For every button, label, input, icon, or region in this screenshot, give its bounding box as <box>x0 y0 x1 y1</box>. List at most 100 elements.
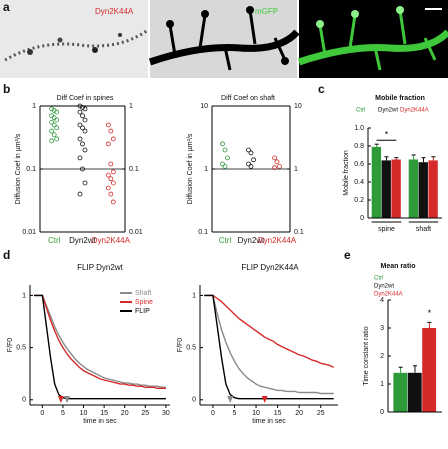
data-point <box>277 163 282 169</box>
data-point <box>251 157 256 163</box>
y-tick-label: 0.5 <box>186 344 196 351</box>
x-tick-label: 25 <box>317 410 325 417</box>
data-point <box>108 161 114 167</box>
x-tick-label: 20 <box>295 410 303 417</box>
bar <box>422 328 437 412</box>
x-tick-label: shaft <box>416 226 431 233</box>
y-tick-label: 0.4 <box>354 179 364 186</box>
data-point <box>248 150 254 156</box>
data-point <box>77 109 83 115</box>
data-point <box>110 199 116 205</box>
data-point <box>225 155 230 161</box>
x-tick-label: 10 <box>252 410 260 417</box>
line-series <box>34 294 166 400</box>
data-point <box>77 155 83 161</box>
y-tick-label: 0.01 <box>22 229 36 236</box>
y-tick-label: 0 <box>22 397 26 404</box>
y-axis-label: Mobile fraction <box>343 150 350 196</box>
chart-title: Diff Coef on shaft <box>221 95 275 102</box>
x-axis-label: time in sec <box>252 418 286 425</box>
data-point <box>246 147 251 153</box>
legend-label: Dyn2K44A <box>374 292 403 298</box>
y-tick-label: 0.8 <box>354 143 364 150</box>
image-mgfp <box>148 0 300 78</box>
data-point <box>222 163 228 169</box>
data-point <box>80 113 85 119</box>
data-point <box>82 106 88 112</box>
line-series <box>204 294 334 400</box>
data-point <box>105 122 111 128</box>
bar <box>381 160 391 218</box>
panel-label: d <box>3 248 10 262</box>
data-point <box>82 117 88 123</box>
legend-label: Dyn2wt <box>378 108 398 114</box>
y-tick-label: 0.5 <box>16 344 26 351</box>
y-tick-label: 2 <box>380 353 384 360</box>
x-tick-label: Ctrl <box>48 236 61 245</box>
data-point <box>77 136 83 142</box>
data-point <box>80 125 85 131</box>
data-point <box>222 147 228 153</box>
chart-title: Mean ratio <box>380 263 415 270</box>
legend-label: Spine <box>135 299 153 306</box>
arrow-marker <box>64 396 71 403</box>
x-tick-label: Ctrl <box>219 236 232 245</box>
data-point <box>49 128 55 134</box>
y-tick-label: 10 <box>294 103 302 110</box>
x-tick-label: 0 <box>211 410 215 417</box>
y-tick-label: 1 <box>294 166 298 173</box>
legend-label: Dyn2wt <box>374 284 394 290</box>
data-point <box>220 161 225 167</box>
data-point <box>77 122 83 128</box>
annotation: * <box>428 308 432 318</box>
x-tick-label: 0 <box>40 410 44 417</box>
y-tick-label: 0 <box>192 397 196 404</box>
y-tick-label: 0.01 <box>129 229 143 236</box>
data-point <box>82 128 88 134</box>
chart-title: FLIP Dyn2wt <box>77 263 123 272</box>
y-tick-label: 0.6 <box>354 161 364 168</box>
data-point <box>108 191 114 197</box>
chart-title: Mobile fraction <box>375 95 425 102</box>
x-tick-label: Dyn2K44A <box>92 236 131 245</box>
x-tick-label: spine <box>378 226 395 233</box>
image-label: Dyn2K44A <box>95 7 134 16</box>
x-tick-label: 15 <box>274 410 282 417</box>
data-point <box>272 165 277 171</box>
x-tick-label: 30 <box>162 410 170 417</box>
data-point <box>105 141 111 147</box>
bar <box>393 372 408 412</box>
data-point <box>108 176 114 182</box>
x-tick-label: Dyn2wt <box>238 236 265 245</box>
data-point <box>49 138 55 144</box>
image-merge <box>297 0 448 78</box>
x-tick-label: 10 <box>80 410 88 417</box>
data-point <box>77 191 83 197</box>
panel-label: e <box>344 248 351 262</box>
data-point <box>274 159 280 165</box>
y-tick-label: 0.1 <box>198 229 208 236</box>
bar <box>428 160 438 218</box>
y-axis-label: F/F0 <box>177 338 184 352</box>
bar <box>407 372 422 412</box>
arrow-marker <box>57 396 64 403</box>
y-tick-label: 1 <box>192 292 196 299</box>
y-tick-label: 10 <box>200 103 208 110</box>
data-point <box>110 169 116 175</box>
data-point <box>54 136 60 142</box>
data-point <box>82 180 88 186</box>
legend-label: Ctrl <box>374 276 383 282</box>
bar <box>408 159 419 218</box>
y-tick-label: 0.1 <box>129 166 139 173</box>
data-point <box>220 141 225 147</box>
data-point <box>105 185 111 191</box>
x-tick-label: Dyn2wt <box>69 236 96 245</box>
data-point <box>80 166 85 172</box>
y-tick-label: 1 <box>22 292 26 299</box>
data-point <box>54 109 60 115</box>
line-series <box>34 294 166 388</box>
data-point <box>110 136 116 142</box>
y-tick-label: 1 <box>32 103 36 110</box>
data-point <box>110 180 116 186</box>
